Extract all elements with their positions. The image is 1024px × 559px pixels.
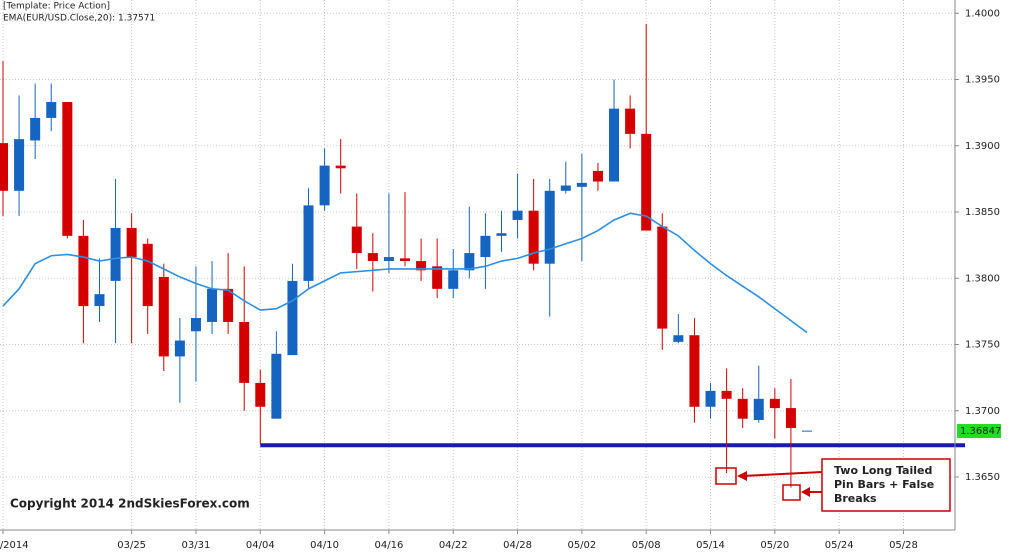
- candle-body: [78, 235, 89, 307]
- marks: [0, 23, 965, 488]
- y-tick-label: 1.3650: [965, 472, 1000, 483]
- candle-body: [528, 210, 539, 264]
- x-tick-label: 05/28: [889, 540, 918, 551]
- candle-body: [126, 227, 137, 258]
- candle-body: [496, 233, 507, 236]
- ema-line: [2, 212, 808, 334]
- candle-body: [62, 102, 73, 236]
- x-tick-label: 04/16: [375, 540, 404, 551]
- candle-body: [287, 280, 298, 356]
- candle-body: [432, 266, 443, 289]
- pin-marker: [715, 467, 737, 485]
- candle-body: [464, 253, 475, 271]
- x-tick-label: 05/02: [567, 540, 596, 551]
- annotation-line: Breaks: [834, 492, 877, 505]
- candle-body: [46, 102, 57, 118]
- pin-marker: [782, 484, 801, 501]
- candle-body: [785, 408, 796, 428]
- x-tick-label: 04/04: [246, 540, 275, 551]
- arrow-head: [801, 487, 810, 497]
- candle-body: [480, 235, 491, 258]
- y-tick-label: 1.3850: [965, 207, 1000, 218]
- candle-body: [448, 270, 459, 289]
- candle-body: [190, 318, 201, 332]
- candle-body: [689, 335, 700, 407]
- candle-body: [0, 143, 8, 191]
- candle-body: [560, 185, 571, 191]
- candle-body: [110, 227, 121, 281]
- candle-body: [576, 182, 587, 187]
- annotation-line: Two Long Tailed: [834, 464, 932, 477]
- candle-body: [673, 335, 684, 342]
- x-tick-label: 3/13/2014: [0, 540, 29, 551]
- annotation-box: [821, 458, 951, 512]
- x-tick-label: 04/10: [310, 540, 339, 551]
- candle-body: [705, 390, 716, 407]
- candle-body: [174, 340, 185, 357]
- candle-body: [319, 165, 330, 206]
- annotation-line: Pin Bars + False: [834, 478, 934, 491]
- x-tick-label: 03/31: [182, 540, 211, 551]
- candle-body: [769, 398, 780, 409]
- candle-body: [625, 108, 636, 134]
- candle-body: [351, 226, 362, 254]
- x-tick-label: 05/14: [696, 540, 725, 551]
- candle-body: [223, 288, 234, 322]
- candle-body: [592, 170, 603, 182]
- candle-body: [657, 226, 668, 329]
- x-tick-label: 05/08: [632, 540, 661, 551]
- copyright: Copyright 2014 2ndSkiesForex.com: [10, 497, 250, 511]
- y-tick-label: 1.4000: [965, 8, 1000, 19]
- candle-body: [255, 382, 266, 407]
- template-label: [Template: Price Action]: [3, 2, 110, 12]
- y-tick-label: 1.3950: [965, 75, 1000, 86]
- x-tick-label: 04/22: [439, 540, 468, 551]
- y-tick-label: 1.3800: [965, 273, 1000, 284]
- candle-body: [641, 133, 652, 231]
- arrow: [741, 471, 823, 477]
- candle-body: [30, 117, 41, 141]
- candle-body: [303, 205, 314, 281]
- candle-body: [207, 288, 218, 322]
- y-tick-label: 1.3700: [965, 406, 1000, 417]
- candle-body: [94, 294, 105, 307]
- candle-body: [544, 190, 555, 264]
- candle-body: [239, 321, 250, 383]
- x-tick-label: 03/25: [117, 540, 146, 551]
- x-tick-label: 05/24: [825, 540, 854, 551]
- candle-body: [802, 430, 812, 432]
- last-price-box: [957, 424, 1001, 439]
- candle-body: [335, 165, 346, 169]
- y-tick-label: 1.3750: [965, 340, 1000, 351]
- candle-body: [721, 390, 732, 399]
- candle-body: [416, 261, 427, 271]
- candle-body: [367, 253, 378, 262]
- candle-body: [158, 276, 169, 357]
- candle-body: [142, 243, 153, 307]
- candle-body: [737, 398, 748, 419]
- x-tick-label: 04/28: [503, 540, 532, 551]
- candle-body: [14, 139, 25, 191]
- candle-body: [271, 353, 282, 419]
- ema-label: EMA(EUR/USD.Close,20): 1.37571: [3, 14, 155, 24]
- x-tick-label: 05/20: [760, 540, 789, 551]
- candle-body: [383, 257, 394, 262]
- arrow-head: [737, 471, 747, 481]
- candle-body: [400, 258, 410, 262]
- y-tick-label: 1.3900: [965, 141, 1000, 152]
- last-price-label: 1.36847: [960, 426, 1001, 437]
- candle-body: [753, 398, 764, 421]
- candle-body: [609, 108, 620, 182]
- candle-body: [512, 210, 523, 220]
